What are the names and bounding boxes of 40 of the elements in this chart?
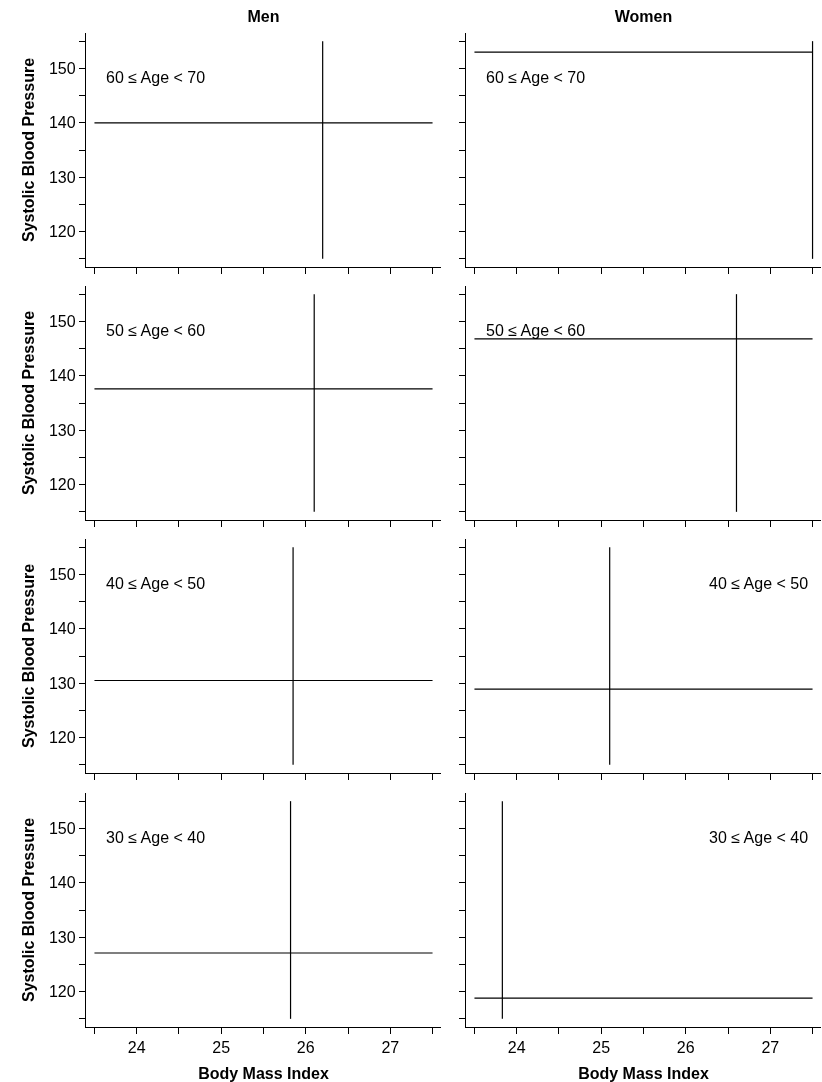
chart-title: Men bbox=[247, 7, 280, 25]
y-tick-label: 140 bbox=[48, 367, 76, 385]
x-tick-label: 26 bbox=[676, 1038, 695, 1056]
annotation: 30 ≤ Age < 40 bbox=[106, 828, 206, 846]
y-axis-title: Systolic Blood Pressure bbox=[19, 311, 37, 496]
x-axis-title: Body Mass Index bbox=[198, 1064, 329, 1082]
y-tick-label: 150 bbox=[48, 313, 76, 331]
y-tick-label: 140 bbox=[48, 114, 76, 132]
x-tick-label: 26 bbox=[296, 1038, 315, 1056]
y-tick-label: 120 bbox=[48, 729, 76, 747]
y-tick-label: 150 bbox=[48, 819, 76, 837]
y-tick-label: 150 bbox=[48, 566, 76, 584]
y-axis-title: Systolic Blood Pressure bbox=[19, 564, 37, 749]
y-tick-label: 130 bbox=[48, 928, 76, 946]
annotation: 30 ≤ Age < 40 bbox=[709, 828, 809, 846]
y-tick-label: 120 bbox=[48, 223, 76, 241]
annotation: 50 ≤ Age < 60 bbox=[486, 322, 586, 340]
x-tick-label: 24 bbox=[127, 1038, 146, 1056]
annotation: 40 ≤ Age < 50 bbox=[106, 575, 206, 593]
y-tick-label: 140 bbox=[48, 873, 76, 891]
x-tick-label: 27 bbox=[761, 1038, 780, 1056]
y-axis-title: Systolic Blood Pressure bbox=[19, 57, 37, 243]
y-tick-label: 150 bbox=[48, 59, 76, 77]
x-tick-label: 24 bbox=[507, 1038, 526, 1056]
x-tick-label: 27 bbox=[381, 1038, 400, 1056]
annotation: 40 ≤ Age < 50 bbox=[709, 575, 809, 593]
y-tick-label: 140 bbox=[48, 620, 76, 638]
x-axis-title: Body Mass Index bbox=[578, 1064, 709, 1082]
annotation: 50 ≤ Age < 60 bbox=[106, 322, 206, 340]
annotation: 60 ≤ Age < 70 bbox=[486, 69, 586, 86]
chart-title: Women bbox=[614, 7, 673, 25]
annotation: 60 ≤ Age < 70 bbox=[106, 69, 206, 86]
y-tick-label: 130 bbox=[48, 422, 76, 439]
y-tick-label: 120 bbox=[48, 982, 76, 1000]
x-tick-label: 25 bbox=[592, 1038, 611, 1056]
y-axis-title: Systolic Blood Pressure bbox=[19, 817, 37, 1002]
x-tick-label: 25 bbox=[212, 1038, 231, 1056]
y-tick-label: 130 bbox=[48, 675, 76, 693]
y-tick-label: 120 bbox=[48, 476, 76, 494]
y-tick-label: 130 bbox=[48, 168, 76, 186]
